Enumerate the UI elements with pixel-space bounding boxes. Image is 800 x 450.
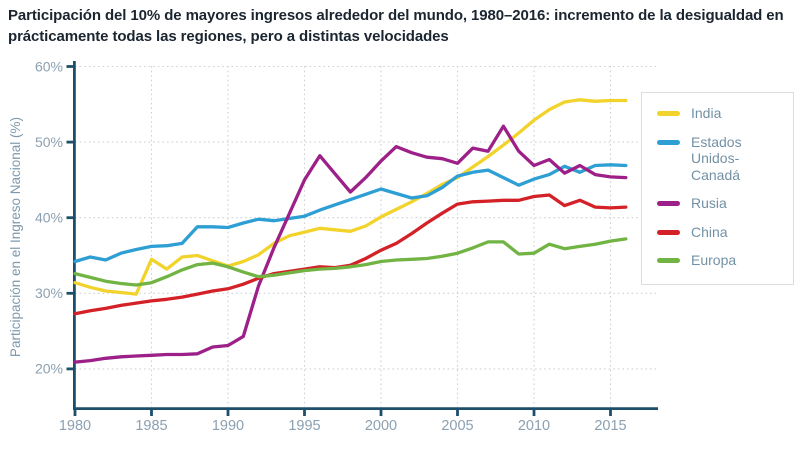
series-line-rusia (73, 124, 628, 364)
legend-item-india: India (657, 105, 785, 122)
legend-label-europa: Europa (691, 252, 737, 268)
x-tick-label: 1995 (288, 418, 320, 434)
legend-swatch-europa (657, 258, 680, 263)
x-tick-label: 2000 (365, 418, 397, 434)
chart-title: Participación del 10% de mayores ingreso… (8, 7, 784, 45)
series-line-estados-unidos-canad (73, 163, 628, 264)
y-tick-label: 40% (35, 210, 63, 226)
series-line-china (73, 193, 628, 316)
legend-item-rusia: Rusia (657, 195, 785, 212)
legend-label-india: India (691, 105, 722, 121)
legend-swatch-india (657, 111, 680, 116)
y-tick-label: 50% (35, 134, 63, 150)
legend-label-rusia: Rusia (691, 195, 727, 211)
x-tick-label: 2010 (518, 418, 550, 434)
legend-label-china: China (691, 223, 728, 240)
x-tick-label: 1980 (59, 418, 91, 434)
x-tick-label: 1990 (212, 418, 244, 434)
x-tick-label: 1985 (135, 418, 167, 434)
y-axis-title: Participación en el Ingreso Nacional (%) (8, 117, 23, 357)
x-tick-label: 2005 (441, 418, 473, 434)
y-tick-label: 60% (35, 58, 63, 74)
legend-item-europa: Europa (657, 252, 785, 269)
x-tick-label: 2015 (594, 418, 626, 434)
legend-swatch-estados-unidos-canada (657, 139, 680, 145)
series-line-europa (73, 237, 628, 287)
y-tick-label: 20% (35, 361, 63, 377)
legend-item-china: China (657, 224, 785, 241)
legend-label-estados-unidos-canada: Estados Unidos-Canadá (691, 133, 742, 183)
series-line-india (73, 98, 628, 296)
legend: India Estados Unidos-Canadá Rusia China … (641, 92, 794, 285)
legend-swatch-china (657, 229, 680, 235)
legend-swatch-rusia (657, 201, 680, 206)
y-tick-label: 30% (35, 285, 63, 301)
legend-item-estados-unidos-canada: Estados Unidos-Canadá (657, 134, 785, 184)
